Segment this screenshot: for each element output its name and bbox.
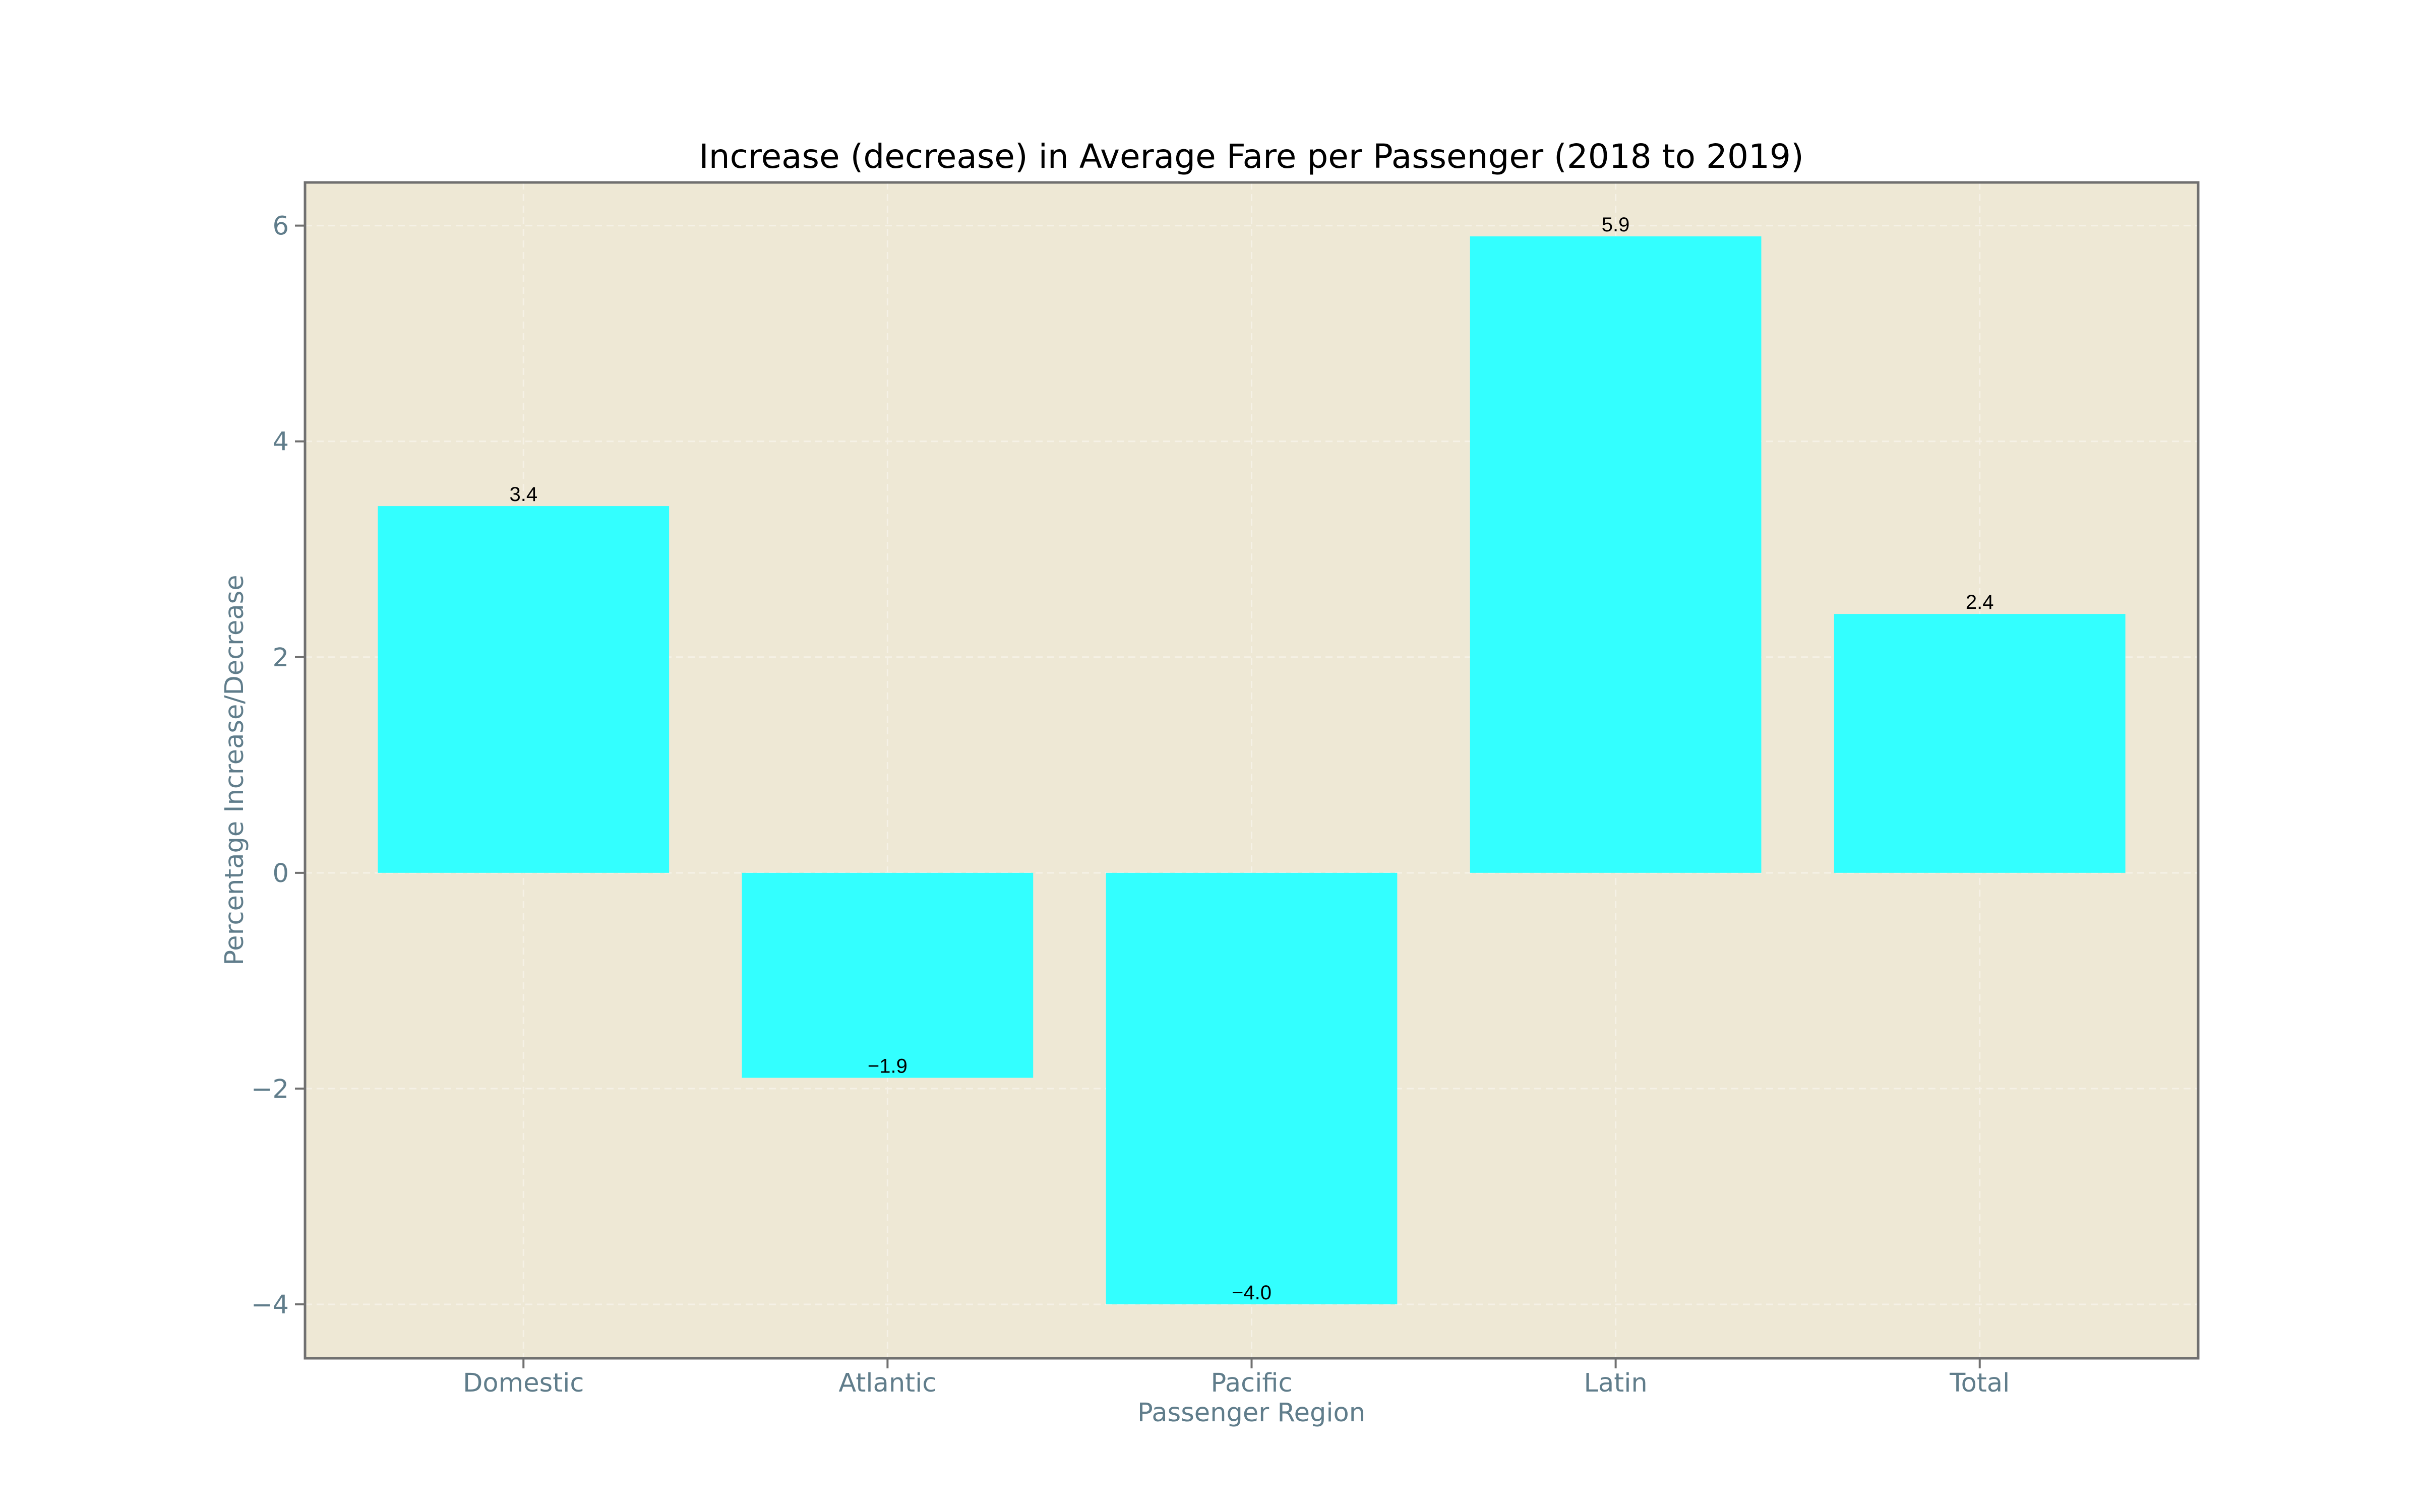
- data-label: 2.4: [1966, 591, 1994, 613]
- x-tick-label: Atlantic: [838, 1368, 936, 1398]
- x-tick-label: Domestic: [463, 1368, 584, 1398]
- data-label: −1.9: [868, 1055, 908, 1078]
- y-tick-label: 4: [273, 427, 289, 457]
- data-labels: 3.4 −1.9 −4.0 5.9 2.4: [509, 214, 1993, 1304]
- bar-total: [1834, 614, 2126, 873]
- y-axis-label: Percentage Increase/Decrease: [220, 575, 250, 965]
- bar-atlantic: [742, 872, 1034, 1078]
- bars: [378, 236, 2126, 1304]
- x-axis-label: Passenger Region: [1137, 1398, 1365, 1428]
- axis-ticks: −4 −2 0 2 4 6 Domestic Atlantic Pacific Latin Tota…: [251, 212, 2010, 1398]
- y-tick-label: −4: [251, 1290, 289, 1320]
- y-tick-label: 0: [273, 859, 289, 889]
- y-tick-label: 6: [273, 212, 289, 241]
- x-tick-label: Pacific: [1211, 1368, 1292, 1398]
- bar-latin: [1470, 236, 1762, 873]
- chart-title: Increase (decrease) in Average Fare per …: [699, 137, 1803, 176]
- bar-domestic: [378, 506, 670, 873]
- data-label: −4.0: [1232, 1282, 1272, 1304]
- x-tick-label: Total: [1949, 1368, 2010, 1398]
- data-label: 5.9: [1602, 214, 1630, 236]
- y-tick-label: −2: [251, 1075, 289, 1104]
- x-tick-label: Latin: [1584, 1368, 1648, 1398]
- data-label: 3.4: [509, 483, 537, 506]
- bar-pacific: [1106, 872, 1398, 1304]
- y-tick-label: 2: [273, 643, 289, 673]
